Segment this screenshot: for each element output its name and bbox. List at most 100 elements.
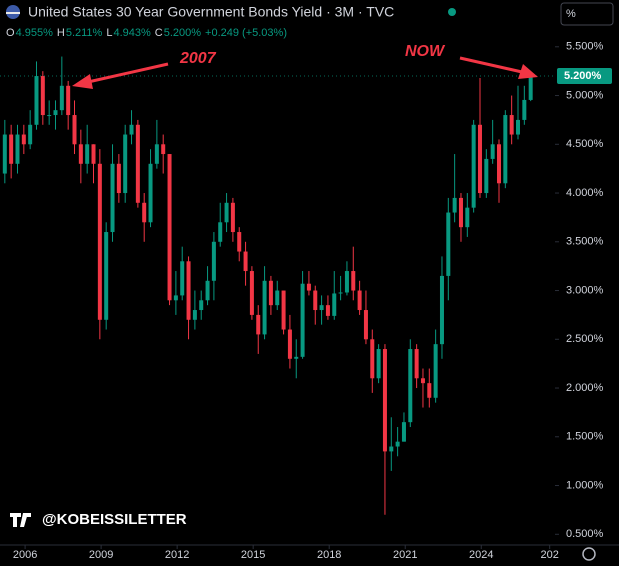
candle-body bbox=[40, 76, 45, 116]
candle-body bbox=[230, 202, 235, 233]
x-tick-label: 2015 bbox=[241, 549, 265, 561]
x-tick-label: 2018 bbox=[317, 549, 341, 561]
x-tick-label: 2024 bbox=[469, 549, 493, 561]
candle-body bbox=[173, 295, 178, 301]
candle-body bbox=[66, 85, 71, 116]
scale-button[interactable] bbox=[560, 2, 614, 26]
y-tick-label: 2.500% bbox=[566, 333, 604, 345]
candle-body bbox=[15, 134, 20, 164]
y-tick-label: 3.500% bbox=[566, 236, 604, 248]
y-tick-label: 1.000% bbox=[566, 479, 604, 491]
plot-area bbox=[0, 56, 555, 515]
watermark-logo bbox=[10, 513, 31, 527]
candle-body bbox=[135, 124, 140, 203]
candle-body bbox=[59, 85, 64, 111]
candle-body bbox=[376, 349, 381, 379]
y-tick-label: 4.000% bbox=[566, 187, 604, 199]
candle-body bbox=[47, 115, 52, 117]
x-tick-label: 2021 bbox=[393, 549, 417, 561]
candle-body bbox=[306, 283, 311, 291]
candle-body bbox=[116, 163, 121, 194]
legend-key: H bbox=[57, 27, 65, 39]
candle-body bbox=[281, 290, 286, 330]
candle-body bbox=[516, 119, 520, 135]
y-tick-label: 3.000% bbox=[566, 284, 604, 296]
candle-body bbox=[401, 422, 406, 442]
candle-body bbox=[408, 349, 413, 423]
candle-body bbox=[148, 163, 153, 223]
candle-body bbox=[249, 271, 254, 315]
candle-body bbox=[34, 76, 39, 125]
candle-body bbox=[104, 232, 109, 320]
last-price-label: 5.200% bbox=[564, 70, 602, 82]
candle-body bbox=[110, 163, 115, 233]
x-tick-label: 2006 bbox=[13, 549, 37, 561]
candle-body bbox=[28, 124, 33, 145]
candle-body bbox=[503, 115, 508, 184]
legend-change: +0.249 (+5.03%) bbox=[205, 27, 287, 39]
x-tick-label: 2009 bbox=[89, 549, 113, 561]
candle-body bbox=[218, 222, 223, 242]
candle-body bbox=[325, 305, 330, 316]
candle-body bbox=[199, 300, 204, 311]
candle-body bbox=[490, 144, 495, 159]
candle-body bbox=[205, 280, 210, 301]
legend-value: 5.200% bbox=[164, 27, 202, 39]
watermark: @KOBEISSILETTER bbox=[42, 511, 187, 528]
candle-body bbox=[332, 293, 337, 316]
candle-body bbox=[382, 349, 387, 452]
legend: O 4.955% H 5.211% L 4.943% C 5.200% +0.249 (+5.0… bbox=[6, 27, 287, 39]
candle-body bbox=[224, 202, 229, 223]
y-tick-label: 2.000% bbox=[566, 382, 604, 394]
scale-button-label[interactable]: % bbox=[566, 8, 576, 20]
candle-body bbox=[91, 144, 96, 164]
arrow-head bbox=[72, 74, 93, 89]
candle-body bbox=[389, 446, 394, 452]
candle-body bbox=[465, 207, 470, 228]
candle-body bbox=[142, 202, 147, 223]
candle-body bbox=[427, 383, 432, 398]
candle-body bbox=[211, 241, 216, 281]
candle-body bbox=[167, 154, 172, 301]
candle-body bbox=[420, 378, 425, 384]
y-tick-label: 5.000% bbox=[566, 89, 604, 101]
candle-body bbox=[192, 310, 197, 320]
candle-body bbox=[439, 275, 444, 345]
candle-body bbox=[395, 441, 400, 447]
candle-body bbox=[243, 251, 248, 272]
candle-body bbox=[262, 280, 267, 335]
candle-body bbox=[414, 349, 419, 379]
candle-body bbox=[509, 115, 514, 135]
candle-body bbox=[528, 76, 533, 100]
x-tick-label: 202 bbox=[540, 549, 558, 561]
candle-body bbox=[363, 310, 368, 340]
candle-body bbox=[294, 356, 299, 359]
candle-body bbox=[313, 290, 318, 311]
flag-stripe bbox=[6, 12, 20, 14]
candle-body bbox=[319, 305, 324, 311]
candle-body bbox=[154, 144, 159, 164]
candle-body bbox=[496, 144, 501, 184]
legend-value: 4.943% bbox=[113, 27, 151, 39]
candle-body bbox=[97, 163, 102, 320]
y-tick-label: 0.500% bbox=[566, 528, 604, 540]
legend-value: 4.955% bbox=[16, 27, 54, 39]
candle-body bbox=[287, 329, 292, 359]
arrow-head bbox=[518, 64, 538, 79]
settings-icon[interactable] bbox=[582, 547, 596, 561]
candle-body bbox=[237, 232, 242, 252]
y-tick-label: 1.500% bbox=[566, 431, 604, 443]
legend-key: O bbox=[6, 27, 15, 39]
candle-body bbox=[344, 271, 349, 293]
candle-body bbox=[458, 197, 463, 228]
candle-body bbox=[351, 271, 356, 291]
candle-body bbox=[338, 292, 343, 294]
annotation-arrow bbox=[459, 56, 523, 74]
candle-body bbox=[85, 144, 90, 164]
x-tick-label: 2012 bbox=[165, 549, 189, 561]
candle-body bbox=[446, 212, 451, 276]
candle-body bbox=[256, 314, 261, 335]
status-dot bbox=[448, 8, 456, 16]
